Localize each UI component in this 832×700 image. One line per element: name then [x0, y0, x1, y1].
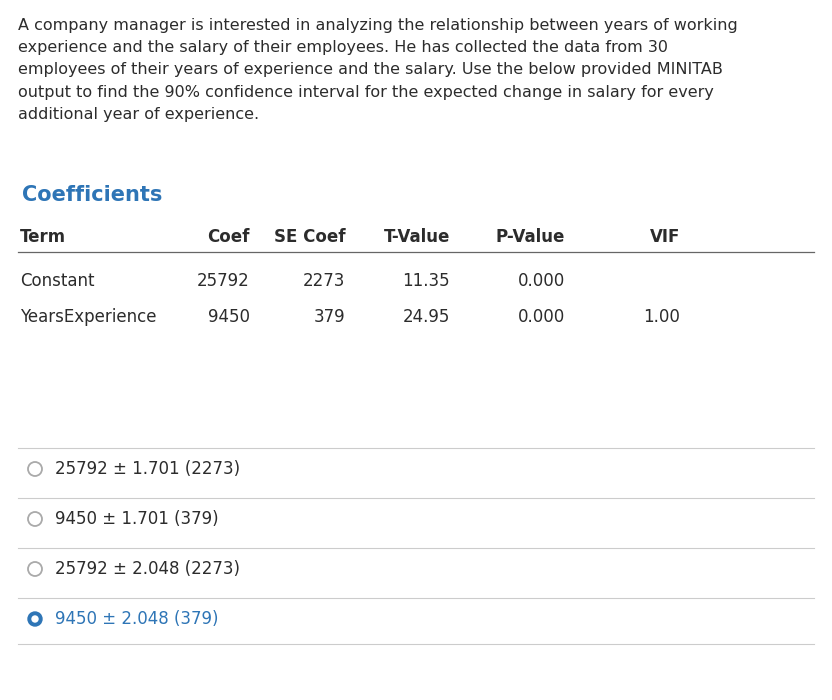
- Text: 25792 ± 1.701 (2273): 25792 ± 1.701 (2273): [55, 460, 240, 478]
- Text: 11.35: 11.35: [403, 272, 450, 290]
- Text: T-Value: T-Value: [384, 228, 450, 246]
- Text: 2273: 2273: [303, 272, 345, 290]
- Text: SE Coef: SE Coef: [274, 228, 345, 246]
- Text: 379: 379: [314, 308, 345, 326]
- Text: YearsExperience: YearsExperience: [20, 308, 156, 326]
- Text: P-Value: P-Value: [496, 228, 565, 246]
- Text: 9450 ± 1.701 (379): 9450 ± 1.701 (379): [55, 510, 219, 528]
- Text: 0.000: 0.000: [518, 308, 565, 326]
- Text: 1.00: 1.00: [643, 308, 680, 326]
- Circle shape: [32, 616, 38, 622]
- Circle shape: [28, 612, 42, 626]
- Text: Coefficients: Coefficients: [22, 185, 162, 205]
- Text: 25792: 25792: [197, 272, 250, 290]
- Text: Constant: Constant: [20, 272, 95, 290]
- Text: Term: Term: [20, 228, 66, 246]
- Text: VIF: VIF: [650, 228, 680, 246]
- Text: 9450 ± 2.048 (379): 9450 ± 2.048 (379): [55, 610, 219, 628]
- Text: Coef: Coef: [208, 228, 250, 246]
- Text: 24.95: 24.95: [403, 308, 450, 326]
- Text: 9450: 9450: [208, 308, 250, 326]
- Text: 0.000: 0.000: [518, 272, 565, 290]
- Text: A company manager is interested in analyzing the relationship between years of w: A company manager is interested in analy…: [18, 18, 738, 122]
- Text: 25792 ± 2.048 (2273): 25792 ± 2.048 (2273): [55, 560, 240, 578]
